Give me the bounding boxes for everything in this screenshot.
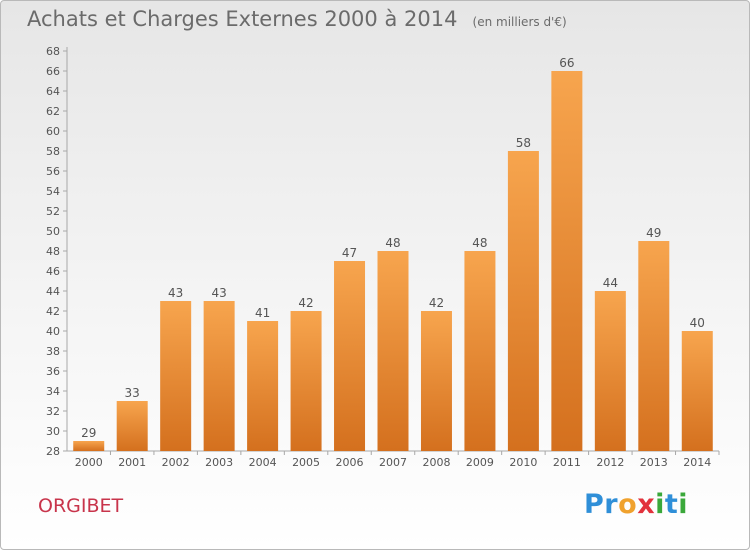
x-tick-label: 2010 — [509, 456, 537, 469]
y-tick-label: 28 — [46, 445, 60, 458]
y-tick-label: 32 — [46, 405, 60, 418]
value-label: 42 — [429, 296, 444, 310]
value-label: 44 — [603, 276, 618, 290]
proxiti-logo: Proxiti — [584, 489, 688, 520]
y-tick-label: 64 — [46, 85, 60, 98]
x-tick-label: 2002 — [162, 456, 190, 469]
value-label: 41 — [255, 306, 270, 320]
bar-2001 — [116, 401, 148, 451]
bar-2006 — [334, 261, 366, 451]
logo-letter: o — [618, 489, 638, 520]
y-tick-label: 60 — [46, 125, 60, 138]
x-tick-label: 2005 — [292, 456, 320, 469]
logo-letter: i — [655, 489, 665, 520]
x-tick-label: 2009 — [466, 456, 494, 469]
x-tick-label: 2011 — [553, 456, 581, 469]
value-label: 49 — [646, 226, 661, 240]
y-tick-label: 66 — [46, 65, 60, 78]
bar-2011 — [551, 71, 583, 451]
y-tick-label: 68 — [46, 45, 60, 58]
value-label: 66 — [559, 56, 574, 70]
x-tick-label: 2006 — [336, 456, 364, 469]
title-main: Achats et Charges Externes 2000 à 2014 — [27, 7, 458, 31]
x-tick-label: 2004 — [249, 456, 277, 469]
bar-2004 — [247, 321, 279, 451]
y-tick-label: 56 — [46, 165, 60, 178]
value-label: 48 — [385, 236, 400, 250]
commune-name: ORGIBET — [38, 495, 124, 517]
logo-letter: P — [584, 489, 605, 520]
y-tick-label: 62 — [46, 105, 60, 118]
bar-2008 — [420, 311, 452, 451]
y-tick-label: 54 — [46, 185, 60, 198]
logo-letter: r — [604, 489, 619, 520]
bar-2003 — [203, 301, 235, 451]
value-label: 43 — [211, 286, 226, 300]
y-tick-label: 48 — [46, 245, 60, 258]
value-label: 47 — [342, 246, 357, 260]
y-tick-label: 34 — [46, 385, 60, 398]
bar-2009 — [464, 251, 496, 451]
bar-2005 — [290, 311, 322, 451]
value-label: 43 — [168, 286, 183, 300]
bar-2007 — [377, 251, 409, 451]
bar-2000 — [73, 441, 105, 451]
y-tick-label: 30 — [46, 425, 60, 438]
chart-title: Achats et Charges Externes 2000 à 2014 (… — [27, 7, 567, 31]
x-tick-label: 2013 — [640, 456, 668, 469]
x-tick-label: 2001 — [118, 456, 146, 469]
bar-2010 — [507, 151, 539, 451]
y-tick-label: 44 — [46, 285, 60, 298]
axes: 28 30 32 34 36 38 40 42 44 46 48 50 52 54 56 58 60 62 64 66… — [46, 45, 720, 469]
y-tick-label: 52 — [46, 205, 60, 218]
value-label: 42 — [298, 296, 313, 310]
bar-2013 — [638, 241, 670, 451]
y-tick-label: 50 — [46, 225, 60, 238]
y-tick-label: 58 — [46, 145, 60, 158]
x-tick-label: 2007 — [379, 456, 407, 469]
bar-2014 — [681, 331, 713, 451]
value-label: 48 — [472, 236, 487, 250]
logo-letter: x — [637, 489, 656, 520]
bar-2012 — [594, 291, 626, 451]
y-tick-label: 46 — [46, 265, 60, 278]
value-label: 29 — [81, 426, 96, 440]
x-tick-label: 2012 — [596, 456, 624, 469]
value-label: 33 — [125, 386, 140, 400]
bar-2002 — [160, 301, 192, 451]
title-unit: (en milliers d'€) — [472, 15, 567, 29]
x-tick-label: 2000 — [75, 456, 103, 469]
y-tick-label: 42 — [46, 305, 60, 318]
value-label: 58 — [516, 136, 531, 150]
bars — [73, 71, 713, 451]
y-tick-label: 36 — [46, 365, 60, 378]
x-tick-label: 2014 — [683, 456, 711, 469]
y-tick-label: 40 — [46, 325, 60, 338]
x-tick-label: 2003 — [205, 456, 233, 469]
logo-letter: i — [678, 489, 689, 520]
x-tick-label: 2008 — [422, 456, 450, 469]
y-tick-label: 38 — [46, 345, 60, 358]
bar-labels: 29 33 43 43 41 42 47 48 42 48 58 66 44 49 40 — [81, 56, 705, 440]
logo-letter: t — [664, 489, 679, 520]
value-label: 40 — [690, 316, 705, 330]
